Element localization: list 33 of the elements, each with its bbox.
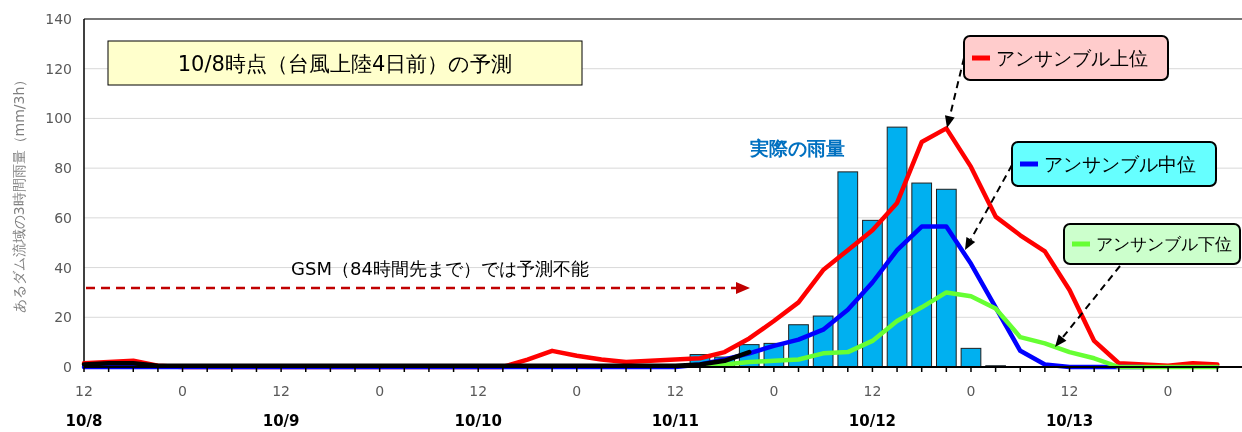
x-tick-label: 12 — [75, 383, 93, 399]
y-axis-title: あるダム流域の3時間雨量（mm/3h） — [11, 72, 27, 314]
x-tick-label: 0 — [572, 383, 582, 399]
text: 10/8時点（台風上陸4日前）の予測 — [177, 52, 513, 76]
y-tick-label: 140 — [45, 11, 72, 27]
y-tick-label: 120 — [45, 60, 72, 77]
y-tick-label: 100 — [45, 110, 72, 127]
x2-tick-label: 10/8 — [65, 412, 103, 430]
x-tick-label: 12 — [272, 383, 291, 399]
legend-label: アンサンブル上位 — [996, 46, 1148, 69]
x-tick-label: 12 — [863, 383, 882, 399]
x2-tick-label: 10/10 — [454, 412, 502, 430]
x-tick-label: 0 — [769, 383, 779, 399]
y-tick-label: 40 — [54, 259, 72, 276]
x2-tick-label: 10/13 — [1045, 412, 1094, 430]
legend-label: アンサンブル下位 — [1096, 233, 1232, 254]
y-tick-label: 0 — [63, 359, 72, 375]
y-tick-label: 20 — [54, 309, 72, 326]
y-tick-label: 60 — [54, 209, 72, 226]
y-tick-label: 80 — [54, 160, 72, 177]
x2-tick-label: 10/12 — [848, 412, 897, 430]
x-tick-label: 0 — [178, 383, 188, 399]
x-tick-label: 0 — [966, 383, 976, 399]
x-tick-label: 12 — [469, 383, 488, 399]
x-tick-label: 0 — [1163, 383, 1173, 399]
x2-tick-label: 10/9 — [262, 412, 300, 430]
series-label: 実際の雨量 — [749, 137, 845, 159]
x2-tick-label: 10/11 — [651, 412, 699, 430]
legend-label: アンサンブル中位 — [1044, 152, 1196, 175]
annotation: GSM（84時間先まで）では予測不能 — [291, 258, 589, 279]
x-tick-label: 12 — [666, 383, 685, 399]
x-tick-label: 0 — [375, 383, 385, 399]
x-tick-label: 12 — [1060, 383, 1079, 399]
